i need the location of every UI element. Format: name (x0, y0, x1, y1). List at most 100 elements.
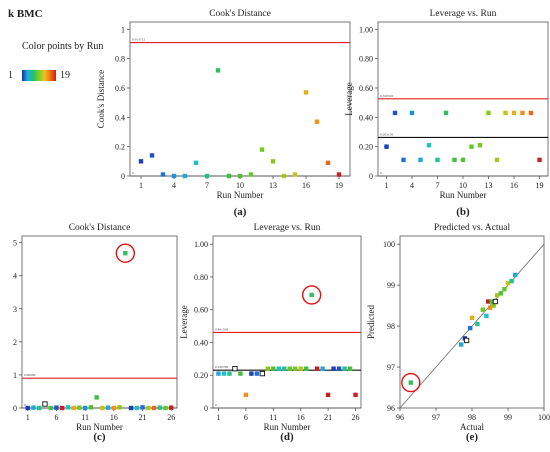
panel-c-data-point (88, 405, 94, 410)
panel-c-data-point (128, 405, 134, 411)
panel-b-title: Leverage vs. Run (430, 9, 497, 19)
panel-b-x-tick-label: 1 (385, 181, 389, 190)
panel-c-data-point (37, 405, 42, 411)
panel-e-data-point (509, 278, 514, 284)
panel-a-data-point (281, 173, 287, 179)
panel-d-data-point (320, 366, 325, 371)
panel-c-y-tick-label: 1 (13, 371, 17, 380)
panel-c-data-point (65, 405, 71, 410)
panel-d-data-point (276, 366, 281, 371)
panel-c-y-tick-label: 3 (13, 305, 17, 314)
panel-a-data-point (149, 153, 155, 158)
panel-d-x-tick-label: 16 (297, 413, 305, 422)
panel-a-x-tick-label: 4 (172, 181, 176, 190)
panel-e-x-tick-label: 99 (504, 413, 512, 422)
panel-d-data-point (325, 392, 331, 398)
panel-a-data-point (193, 160, 199, 165)
panel-c-data-point (163, 405, 168, 411)
panel-b-x-tick-label: 16 (510, 181, 518, 190)
panel-e-data-point (502, 287, 507, 292)
panel-e-data-point (492, 298, 499, 305)
panel-a-y-tick-label: 0.6 (115, 84, 125, 93)
panel-c-data-point (42, 401, 48, 407)
panel-a-data-point (215, 68, 221, 73)
panel-b-y-tick-label: 0 (369, 172, 373, 181)
panel-a-x-tick-label: 7 (205, 181, 209, 190)
panel-b-y-tick-label: 0.60 (359, 84, 373, 93)
panel-d-data-point (265, 366, 271, 371)
panel-c-data-point (59, 405, 65, 411)
panel-c-data-point (48, 405, 53, 411)
panel-a-data-point (259, 147, 265, 152)
panel-c-x-tick-label: 26 (167, 413, 175, 422)
panel-b-caption: (b) (456, 206, 470, 218)
panel-d-data-point (221, 371, 227, 376)
panel-b-data-point (384, 144, 389, 149)
panel-e-y-tick-label: 99 (387, 281, 395, 290)
panel-d-plot-frame (212, 235, 362, 409)
panel-c-y-tick-label: 0 (13, 404, 17, 413)
panel-a-data-point (160, 172, 166, 177)
panel-a-data-point (325, 160, 331, 165)
panel-c-x-tick-label: 16 (110, 413, 118, 422)
panel-b-x-axis-label: Run Number (440, 190, 487, 200)
panel-c-data-point (25, 405, 30, 411)
panel-d-data-point (353, 392, 358, 398)
panel-d-x-tick-label: 26 (352, 413, 360, 422)
panel-e-data-point (498, 291, 503, 296)
panel-c-x-tick-label: 1 (26, 413, 30, 422)
panel-b-y-tick-label: 0.40 (359, 113, 373, 122)
panel-e-caption: (e) (466, 431, 479, 443)
panel-b-data-point (537, 157, 542, 163)
panel-d-x-tick-label: 21 (324, 413, 332, 422)
panel-e-data-point (505, 280, 511, 286)
panel-c-data-point (140, 405, 145, 410)
panel-a-plot-frame (129, 21, 351, 177)
panel-d-y-tick-label: 1.00 (194, 240, 208, 249)
panel-c-reference-line-label: 0 (24, 403, 26, 407)
panel-c-data-point (105, 405, 111, 410)
panel-e-y-tick-label: 98 (387, 322, 395, 331)
panel-a-reference-line-label: 0 (132, 171, 134, 175)
panel-e-data-point (491, 303, 496, 308)
panel-d-data-point (238, 371, 243, 376)
panel-c-data-point (31, 405, 36, 410)
panel-d-data-point (216, 371, 221, 376)
panel-e-data-point (489, 299, 494, 304)
panel-e-data-point (468, 325, 473, 331)
panel-c-data-point (157, 405, 162, 410)
panel-a-reference-line-label: 0.913712 (132, 38, 145, 42)
panel-b-data-point (469, 144, 474, 149)
panel-a-x-tick-label: 13 (269, 181, 277, 190)
panel-b-data-point (418, 157, 423, 163)
color-legend-gradient (22, 70, 56, 81)
color-legend-title: Color points by Run (22, 41, 104, 52)
panel-e-y-tick-label: 97 (387, 363, 395, 372)
panel-a-data-point (171, 173, 177, 179)
panel-a-data-point (292, 172, 298, 177)
panel-e-data-point (459, 342, 464, 347)
panel-d-caption: (d) (280, 431, 294, 443)
panel-d-y-tick-label: 0.60 (194, 306, 208, 315)
panel-a-title: Cook's Distance (209, 9, 271, 19)
panel-a-caption: (a) (234, 206, 247, 218)
panel-c-data-point (71, 405, 76, 411)
color-legend-min: 1 (8, 70, 13, 81)
panel-e-x-tick-label: 98 (468, 413, 476, 422)
panel-d-x-tick-label: 11 (269, 413, 277, 422)
panel-e-data-point (513, 272, 518, 278)
panel-e-data-point (495, 293, 500, 298)
panel-d-data-point (293, 366, 298, 371)
panel-d-data-point (298, 366, 303, 371)
panel-b-y-axis-label: Leverage (344, 82, 354, 115)
panel-c-data-point (123, 251, 128, 256)
panel-d-data-point (347, 366, 353, 371)
panel-e-data-point (487, 305, 493, 310)
panel-c-y-tick-label: 4 (13, 272, 17, 281)
panel-d-reference-line-label: 0.461538 (215, 327, 228, 331)
panel-b-data-point (426, 143, 432, 148)
panel-b-data-point (392, 110, 398, 116)
panel-b-x-tick-label: 4 (410, 181, 414, 190)
